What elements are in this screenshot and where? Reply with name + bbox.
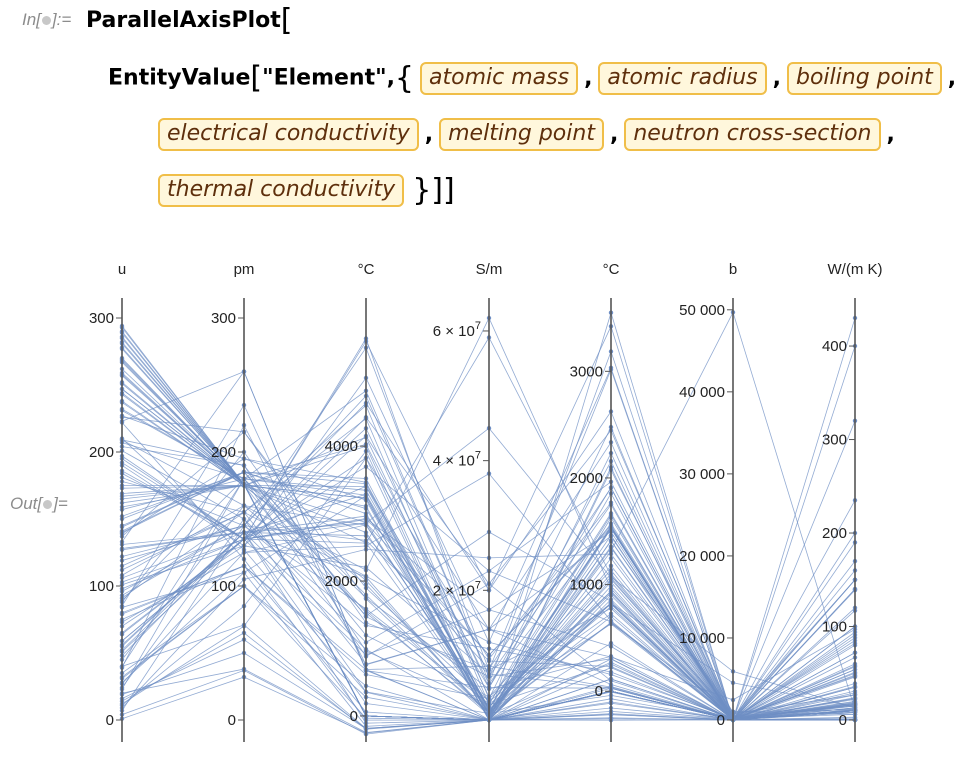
- tick-label: 0: [228, 712, 236, 729]
- tick-label: 2000: [570, 470, 603, 487]
- tick-label: 1000: [570, 577, 603, 594]
- tick-label: 100: [822, 619, 847, 636]
- axis-unit-label: W/(m K): [828, 261, 883, 278]
- inner-function-name: EntityValue: [108, 65, 251, 91]
- entity-type: "Element",: [262, 65, 395, 91]
- tick-label: 20 000: [679, 548, 725, 565]
- tick-label: 200: [89, 444, 114, 461]
- tick-label: 3000: [570, 363, 603, 380]
- cell-status-dot: [43, 500, 53, 510]
- tick-label: 40 000: [679, 384, 725, 401]
- tick-label: 10 000: [679, 630, 725, 647]
- tick-label: 300: [211, 310, 236, 327]
- tick-label: 100: [211, 578, 236, 595]
- tick-label: 4000: [325, 438, 358, 455]
- tick-label: 30 000: [679, 466, 725, 483]
- tick-label: 6 × 107: [433, 320, 481, 340]
- axis-unit-label: S/m: [476, 261, 503, 278]
- tick-label: 300: [89, 310, 114, 327]
- open-bracket: [: [280, 3, 293, 38]
- entity-atomic-mass[interactable]: atomic mass: [420, 62, 579, 95]
- tick-label: 4 × 107: [433, 450, 481, 470]
- tick-label: 0: [350, 708, 358, 725]
- tick-label: 0: [106, 712, 114, 729]
- tick-label: 0: [595, 683, 603, 700]
- tick-label: 400: [822, 338, 847, 355]
- code-line-4[interactable]: thermal conductivity}]]: [158, 174, 455, 207]
- axis-unit-label: °C: [603, 261, 620, 278]
- tick-label: 2000: [325, 573, 358, 590]
- entity-boiling-point[interactable]: boiling point: [787, 62, 942, 95]
- entity-neutron-cross-section[interactable]: neutron cross-section: [624, 118, 881, 151]
- tick-label: 100: [89, 578, 114, 595]
- cell-status-dot: [41, 16, 51, 26]
- axis-unit-label: u: [118, 261, 126, 278]
- axis-unit-label: b: [729, 261, 737, 278]
- entity-atomic-radius[interactable]: atomic radius: [598, 62, 767, 95]
- open-bracket: [: [250, 60, 263, 96]
- code-line-1[interactable]: ParallelAxisPlot[: [86, 6, 293, 36]
- entity-thermal-conductivity[interactable]: thermal conductivity: [158, 174, 405, 207]
- tick-label: 50 000: [679, 302, 725, 319]
- tick-label: 200: [822, 525, 847, 542]
- closing-brackets: }]]: [412, 172, 455, 208]
- tick-label: 2 × 107: [433, 579, 481, 599]
- entity-melting-point[interactable]: melting point: [439, 118, 604, 151]
- axis-unit-label: °C: [358, 261, 375, 278]
- tick-label: 0: [839, 712, 847, 729]
- tick-label: 200: [211, 444, 236, 461]
- code-line-3[interactable]: electrical conductivity, melting point, ne…: [158, 118, 901, 151]
- tick-label: 0: [717, 712, 725, 729]
- input-label: In[]:=: [22, 10, 72, 29]
- open-brace: {: [394, 60, 415, 96]
- entity-electrical-conductivity[interactable]: electrical conductivity: [158, 118, 419, 151]
- output-label: Out[]=: [10, 494, 68, 513]
- tick-label: 300: [822, 432, 847, 449]
- axis-unit-label: pm: [234, 261, 255, 278]
- function-name: ParallelAxisPlot: [86, 8, 281, 33]
- code-line-2[interactable]: EntityValue["Element",{atomic mass, atomi…: [108, 60, 957, 96]
